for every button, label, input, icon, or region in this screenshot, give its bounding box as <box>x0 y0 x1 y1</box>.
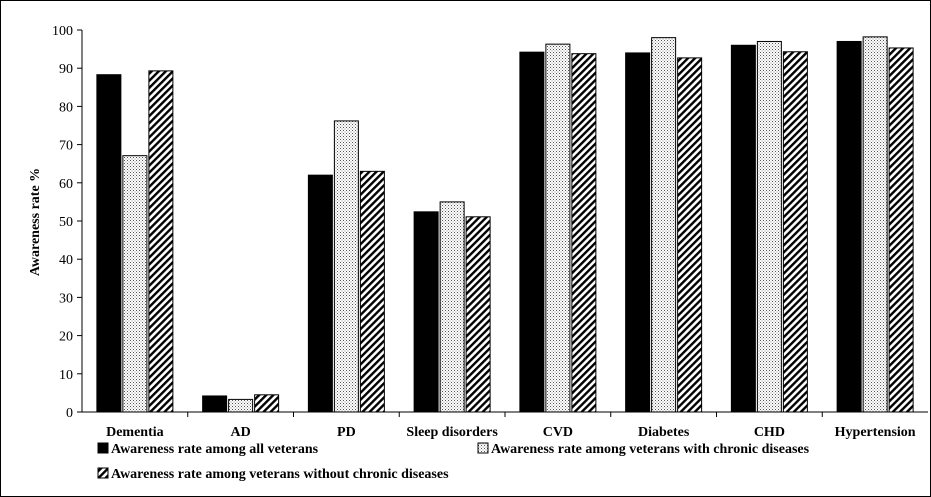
y-tick-label: 90 <box>59 62 73 77</box>
y-tick-label: 60 <box>59 177 73 192</box>
bar <box>651 37 677 413</box>
x-tick-label: Dementia <box>106 425 164 440</box>
legend: Awareness rate among all veterans Awarene… <box>97 442 810 482</box>
x-tick-label: Sleep disorders <box>406 425 498 440</box>
x-axis: Dementia AD PD Sleep disorders CVD Diabetes CH… <box>82 411 928 440</box>
bar <box>148 70 174 413</box>
bar <box>756 40 782 413</box>
bar <box>782 51 808 413</box>
legend-label: Awareness rate among all veterans <box>111 442 319 457</box>
x-tick-label: AD <box>231 425 251 440</box>
y-tick-label: 10 <box>59 368 73 383</box>
y-tick-label: 30 <box>59 291 73 306</box>
bar <box>254 394 280 413</box>
legend-label: Awareness rate among veterans with chron… <box>491 442 810 457</box>
bar <box>519 51 545 413</box>
bar <box>677 57 703 413</box>
bar <box>228 398 254 413</box>
legend-label: Awareness rate among veterans without ch… <box>111 467 449 482</box>
x-tick-label: PD <box>337 425 356 440</box>
y-tick-label: 0 <box>66 406 73 421</box>
bar <box>413 211 439 413</box>
bar <box>333 120 359 413</box>
bar <box>202 395 228 413</box>
bar <box>888 47 914 413</box>
bars <box>96 36 914 413</box>
y-axis: 0 10 20 30 40 50 60 70 80 90 100 <box>52 24 83 421</box>
bar <box>359 170 385 413</box>
y-tick-label: 40 <box>59 253 73 268</box>
bar <box>730 44 756 413</box>
y-axis-title: Awareness rate % <box>28 168 43 276</box>
x-tick-label: CHD <box>754 425 785 440</box>
bar <box>122 155 148 413</box>
bar <box>836 40 862 413</box>
y-tick-label: 80 <box>59 100 73 115</box>
x-tick-label: Diabetes <box>638 425 690 440</box>
bar <box>439 201 465 413</box>
y-tick-label: 70 <box>59 139 73 154</box>
y-tick-label: 100 <box>52 24 73 39</box>
bar <box>96 74 122 413</box>
x-tick-label: Hypertension <box>835 425 916 440</box>
bar <box>571 53 597 413</box>
x-tick-label: CVD <box>543 425 573 440</box>
legend-swatch <box>97 467 109 479</box>
bar <box>465 216 491 413</box>
y-tick-label: 20 <box>59 330 73 345</box>
bar <box>862 36 888 413</box>
bar <box>545 43 571 413</box>
legend-swatch <box>477 442 489 454</box>
y-tick-label: 50 <box>59 215 73 230</box>
legend-swatch <box>97 442 109 454</box>
bar <box>307 174 333 413</box>
bar <box>625 52 651 413</box>
